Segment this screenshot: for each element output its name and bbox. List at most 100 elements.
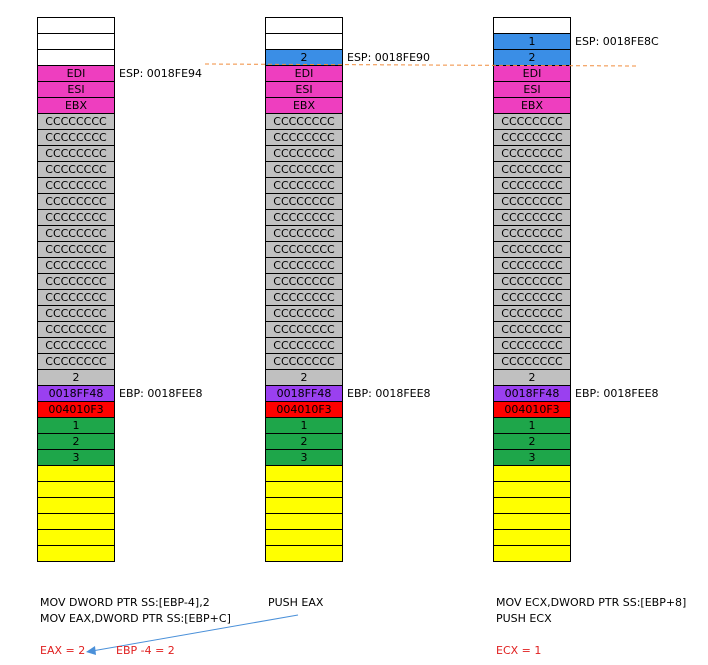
stack-cell: CCCCCCCC	[266, 146, 342, 162]
stack-cell: EBX	[38, 98, 114, 114]
stack-cell	[494, 466, 570, 482]
stack-cell: CCCCCCCC	[38, 322, 114, 338]
code-line-push-eax: PUSH EAX	[268, 596, 324, 609]
stack-cell: EBX	[494, 98, 570, 114]
stack-cell: CCCCCCCC	[494, 354, 570, 370]
stack-cell: CCCCCCCC	[266, 338, 342, 354]
stack-cell: CCCCCCCC	[38, 354, 114, 370]
stack-cell: CCCCCCCC	[38, 194, 114, 210]
stack-cell: EDI	[266, 66, 342, 82]
stack-cell	[266, 530, 342, 546]
register-label: EBP: 0018FEE8	[347, 387, 431, 400]
register-label: EBP: 0018FEE8	[575, 387, 659, 400]
stack-cell: CCCCCCCC	[266, 210, 342, 226]
stack-cell: 3	[266, 450, 342, 466]
result-eax: EAX = 2	[40, 644, 86, 657]
stack-after-push-ecx: 1 2 EDI ESI EBX CCCCCCCC CCCCCCCC CCCCCCCC CCCCC…	[493, 17, 571, 562]
stack-cell: EDI	[494, 66, 570, 82]
stack-cell: ESI	[38, 82, 114, 98]
stack-cell	[38, 482, 114, 498]
stack-cell: 2	[38, 370, 114, 386]
stack-cell	[494, 546, 570, 561]
stack-cell: CCCCCCCC	[38, 242, 114, 258]
register-label: ESP: 0018FE90	[347, 51, 431, 64]
stack-cell: 2	[494, 434, 570, 450]
stack-cell	[38, 466, 114, 482]
stack-cell: 2	[266, 434, 342, 450]
stack-cell: CCCCCCCC	[494, 130, 570, 146]
stack-cell	[38, 546, 114, 561]
stack-cell: ESI	[266, 82, 342, 98]
stack-cell: CCCCCCCC	[38, 114, 114, 130]
register-label: ESP: 0018FE8C	[575, 35, 659, 48]
stack-cell: CCCCCCCC	[494, 258, 570, 274]
stack-cell: 004010F3	[494, 402, 570, 418]
result-ebp: EBP -4 = 2	[116, 644, 175, 657]
stack-cell: CCCCCCCC	[266, 130, 342, 146]
stack-cell: 2	[266, 50, 342, 66]
stack-cell: 2	[266, 370, 342, 386]
stack-cell	[266, 18, 342, 34]
stack-cell: CCCCCCCC	[38, 162, 114, 178]
stack-cell: CCCCCCCC	[266, 306, 342, 322]
stack-cell	[38, 34, 114, 50]
stack-cell: CCCCCCCC	[494, 306, 570, 322]
stack-cell: CCCCCCCC	[266, 258, 342, 274]
stack-cell: CCCCCCCC	[38, 226, 114, 242]
stack-cell: CCCCCCCC	[494, 226, 570, 242]
esp-dashed-guide	[204, 63, 639, 67]
register-label: EBP: 0018FEE8	[119, 387, 203, 400]
stack-cell: 1	[494, 418, 570, 434]
stack-cell: 2	[494, 50, 570, 66]
stack-cell: 004010F3	[266, 402, 342, 418]
stack-cell: CCCCCCCC	[266, 114, 342, 130]
stack-cell	[266, 514, 342, 530]
stack-cell	[494, 482, 570, 498]
register-label: ESP: 0018FE94	[119, 67, 203, 80]
stack-cell: CCCCCCCC	[38, 178, 114, 194]
stack-cell	[494, 498, 570, 514]
stack-cell	[38, 530, 114, 546]
stack-cell: 2	[494, 370, 570, 386]
stack-cell	[266, 546, 342, 561]
stack-cell: 1	[266, 418, 342, 434]
stack-cell: CCCCCCCC	[494, 322, 570, 338]
code-line-mov-ebp-minus-4: MOV DWORD PTR SS:[EBP-4],2	[40, 596, 210, 609]
stack-cell	[266, 498, 342, 514]
stack-after-push-eax: 2 EDI ESI EBX CCCCCCCC CCCCCCCC CCCCCCCC CCCCCC…	[265, 17, 343, 562]
stack-cell: CCCCCCCC	[266, 242, 342, 258]
stack-cell: CCCCCCCC	[266, 274, 342, 290]
stack-cell: CCCCCCCC	[266, 162, 342, 178]
stack-cell: 0018FF48	[38, 386, 114, 402]
stack-cell: CCCCCCCC	[38, 290, 114, 306]
stack-cell: CCCCCCCC	[494, 178, 570, 194]
stack-cell: 3	[494, 450, 570, 466]
stack-cell: CCCCCCCC	[494, 242, 570, 258]
stack-cell: CCCCCCCC	[494, 274, 570, 290]
stack-cell: CCCCCCCC	[38, 130, 114, 146]
eax-arrow-line	[91, 614, 299, 652]
stack-cell: CCCCCCCC	[494, 114, 570, 130]
stack-cell	[266, 482, 342, 498]
stack-cell	[38, 50, 114, 66]
stack-cell	[266, 466, 342, 482]
stack-cell	[266, 34, 342, 50]
stack-cell: ESI	[494, 82, 570, 98]
stack-cell: CCCCCCCC	[38, 338, 114, 354]
stack-cell: CCCCCCCC	[38, 210, 114, 226]
stack-cell: 3	[38, 450, 114, 466]
stack-cell	[494, 530, 570, 546]
code-line-push-ecx: PUSH ECX	[496, 612, 552, 625]
stack-cell: CCCCCCCC	[266, 226, 342, 242]
code-line-mov-ecx: MOV ECX,DWORD PTR SS:[EBP+8]	[496, 596, 687, 609]
code-line-mov-eax: MOV EAX,DWORD PTR SS:[EBP+C]	[40, 612, 231, 625]
eax-arrow-head	[86, 646, 96, 655]
stack-before: EDI ESI EBX CCCCCCCC CCCCCCCC CCCCCCCC CCCCCCC…	[37, 17, 115, 562]
stack-cell: CCCCCCCC	[266, 290, 342, 306]
stack-cell: CCCCCCCC	[494, 210, 570, 226]
stack-cell: CCCCCCCC	[38, 274, 114, 290]
stack-cell: EBX	[266, 98, 342, 114]
stack-cell: CCCCCCCC	[494, 290, 570, 306]
stack-cell: CCCCCCCC	[266, 322, 342, 338]
